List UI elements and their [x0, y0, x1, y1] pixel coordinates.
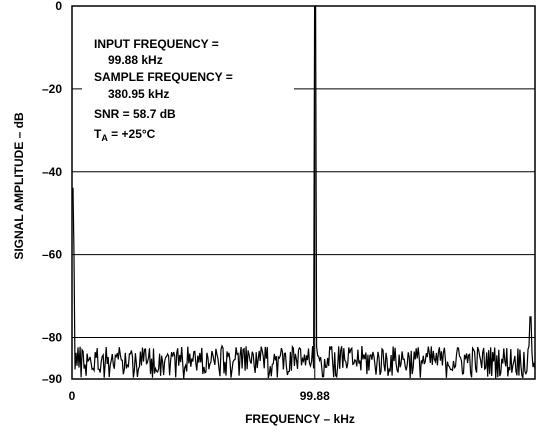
y-tick-label: –90 [42, 372, 62, 386]
annotation-line1: INPUT FREQUENCY = [94, 37, 219, 51]
plot-frame [71, 5, 536, 380]
temp-value: = +25°C [108, 127, 156, 141]
y-axis-title: SIGNAL AMPLITUDE – dB [12, 112, 26, 260]
annotation-line4: 380.95 kHz [108, 87, 169, 101]
y-tick-label: –20 [42, 82, 62, 96]
annotation-background [82, 30, 294, 155]
x-axis-title: FREQUENCY – kHz [245, 412, 355, 426]
annotation-box: INPUT FREQUENCY = 99.88 kHz SAMPLE FREQU… [82, 30, 294, 155]
annotation-line5: SNR = 58.7 dB [94, 107, 176, 121]
y-tick-label: 0 [55, 0, 62, 13]
y-tick-label: –40 [42, 165, 62, 179]
x-tick-label: 99.88 [300, 389, 330, 403]
temp-subscript: A [101, 133, 108, 143]
annotation-line3: SAMPLE FREQUENCY = [94, 70, 233, 84]
x-tick-label: 0 [69, 389, 76, 403]
y-tick-label: –60 [42, 248, 62, 262]
spectrum-trace [72, 5, 536, 379]
y-tick-label: –80 [42, 331, 62, 345]
temp-symbol: T [94, 127, 102, 141]
x-tick-labels: 0 99.88 [69, 389, 330, 403]
annotation-line6: TA = +25°C [94, 127, 156, 143]
y-tick-labels: 0 –20 –40 –60 –80 –90 [42, 0, 62, 386]
annotation-line2: 99.88 kHz [108, 53, 163, 67]
